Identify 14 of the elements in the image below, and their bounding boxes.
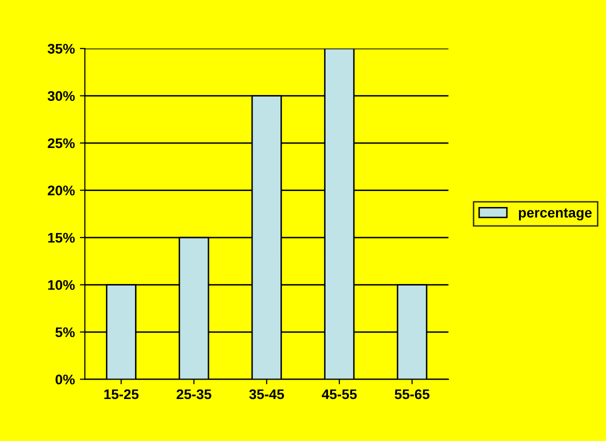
y-tick-label: 30%: [48, 91, 75, 101]
x-tick-label: 35-45: [249, 389, 284, 400]
y-tick-label: 35%: [48, 44, 75, 54]
y-tick-label: 25%: [48, 138, 75, 148]
x-tick-label: 25-35: [176, 389, 212, 400]
legend-label: percentage: [518, 208, 592, 220]
y-tick-label: 5%: [55, 327, 75, 338]
y-tick-label: 15%: [48, 232, 75, 243]
x-tick-label: 45-55: [322, 389, 357, 400]
y-tick-label: 0%: [56, 374, 75, 384]
x-tick-label: 15-25: [104, 389, 139, 400]
y-tick-label: 10%: [48, 280, 75, 290]
y-tick-label: 20%: [48, 186, 75, 196]
x-tick-label: 55-65: [394, 389, 430, 400]
